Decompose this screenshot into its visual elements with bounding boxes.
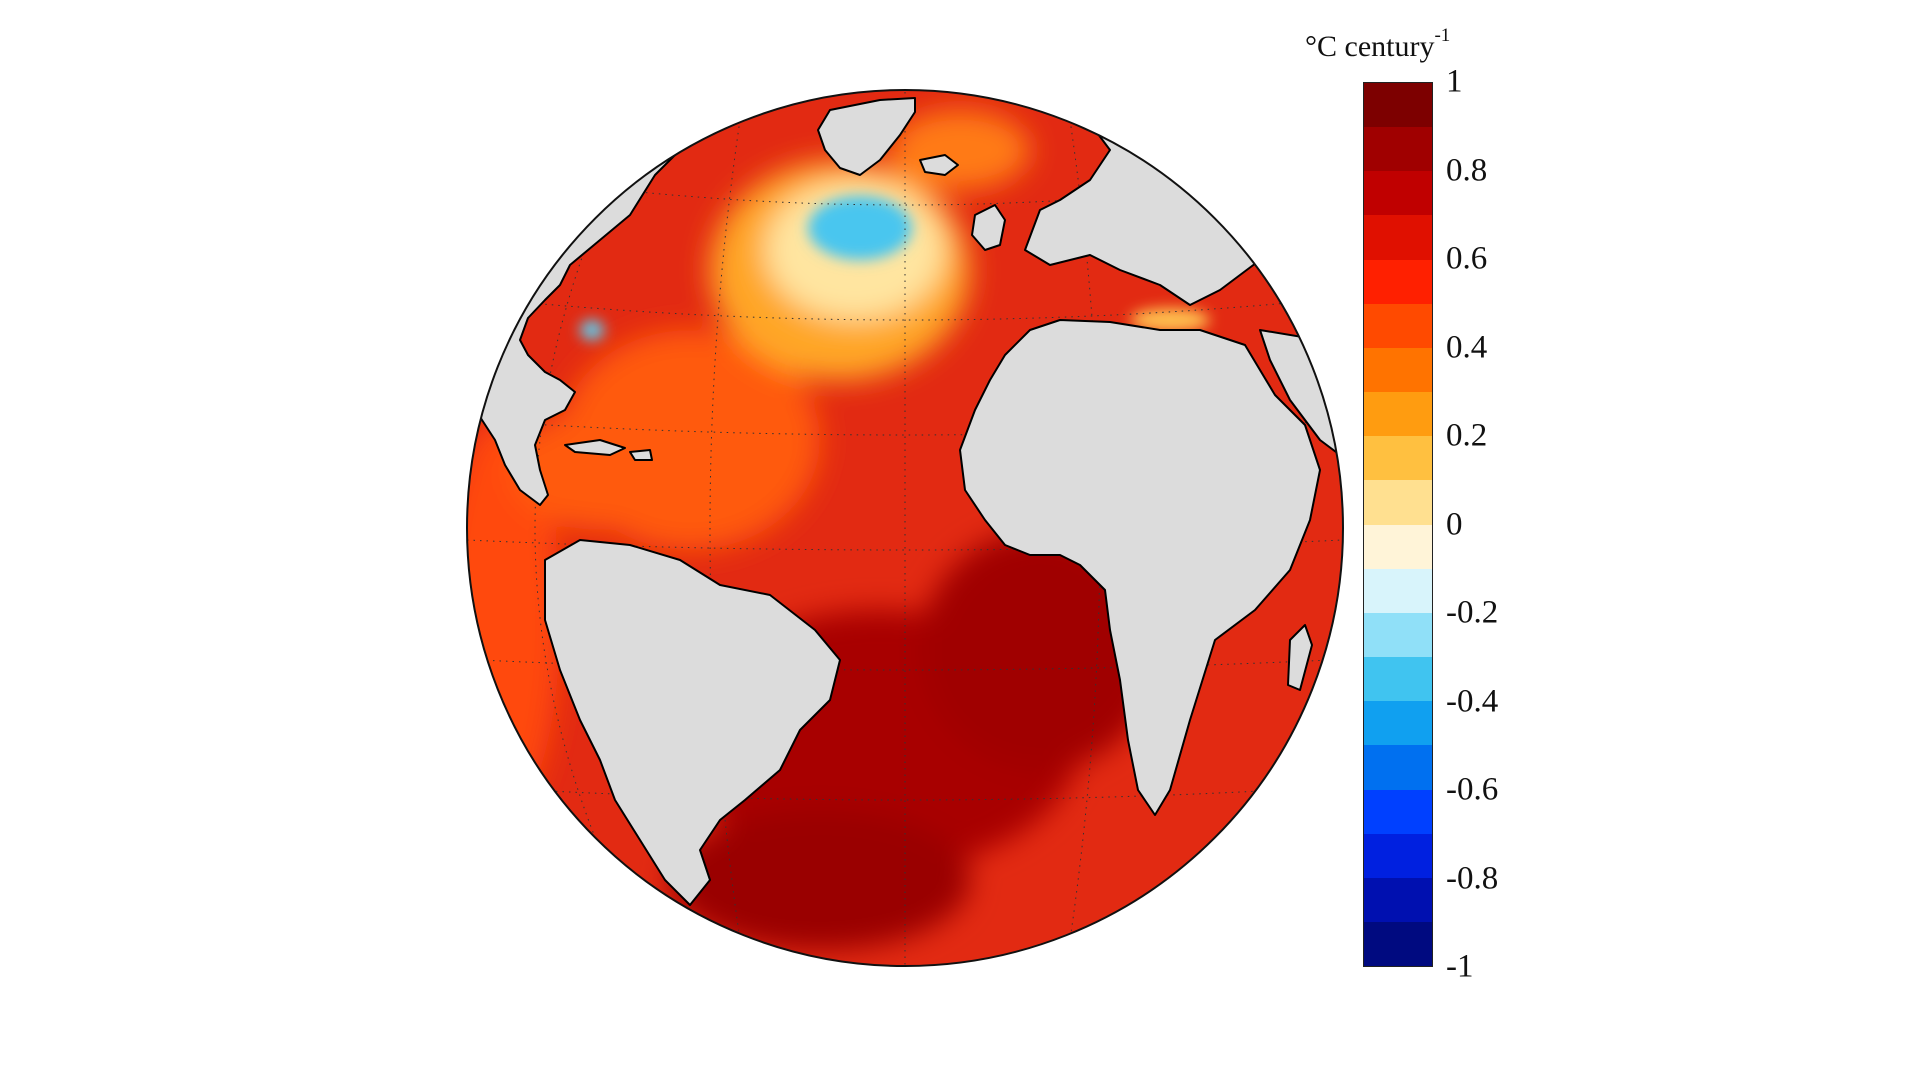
colorbar-step	[1364, 480, 1432, 525]
colorbar-step	[1364, 259, 1432, 304]
colorbar-step	[1364, 436, 1432, 481]
globe-outline	[466, 89, 1344, 967]
colorbar-step	[1364, 303, 1432, 348]
colorbar-tick-label: 0.6	[1446, 240, 1488, 277]
colorbar-step	[1364, 392, 1432, 437]
globe-content	[467, 90, 1343, 966]
colorbar-step	[1364, 524, 1432, 569]
south-america	[544, 539, 841, 906]
labrador-sea-cold-blob	[808, 196, 912, 260]
iceland	[919, 154, 959, 176]
colorbar-title: °C century-1	[1305, 26, 1450, 64]
colorbar-step	[1364, 701, 1432, 746]
hispaniola	[629, 449, 653, 461]
british-isles	[971, 204, 1006, 251]
colorbar-step	[1364, 127, 1432, 172]
colorbar-step	[1364, 745, 1432, 790]
colorbar-tick-label: 1	[1446, 63, 1463, 100]
greenland	[817, 97, 916, 176]
cold-anomalies	[580, 196, 1210, 340]
madagascar	[1287, 624, 1313, 691]
us-east-coast-cold-spot	[580, 320, 604, 340]
colorbar-step	[1364, 833, 1432, 878]
colorbar-tick-label: -0.2	[1446, 594, 1499, 631]
colorbar-title-text: °C century	[1305, 30, 1435, 63]
colorbar-tick-label: 0.8	[1446, 152, 1488, 188]
colorbar-tick-label: -0.4	[1446, 683, 1499, 719]
colorbar-step	[1364, 789, 1432, 834]
colorbar-gradient	[1364, 83, 1432, 966]
colorbar-tick-label: -1	[1446, 948, 1474, 985]
cuba	[564, 439, 626, 456]
nordic-seas-region	[890, 110, 1030, 190]
colorbar-title-superscript: -1	[1434, 25, 1451, 46]
colorbar-step	[1364, 215, 1432, 260]
colorbar-tick-label: 0.2	[1446, 417, 1488, 454]
colorbar-step	[1364, 83, 1432, 128]
caribbean-region	[510, 410, 690, 530]
colorbar-step	[1364, 171, 1432, 216]
mediterranean-region	[1130, 308, 1210, 332]
colorbar-step	[1364, 612, 1432, 658]
colorbar	[1363, 82, 1433, 967]
colorbar-tick-label: -0.6	[1446, 771, 1499, 808]
southeast-atlantic-warm-region	[920, 530, 1160, 770]
colorbar-tick-label: 0	[1446, 506, 1463, 542]
southern-ocean-warm-region	[670, 810, 970, 950]
colorbar-tick-label: -0.8	[1446, 860, 1499, 896]
colorbar-step	[1364, 347, 1432, 393]
colorbar-tick-label: 0.4	[1446, 329, 1488, 365]
africa	[959, 319, 1321, 816]
colorbar-step	[1364, 657, 1432, 702]
colorbar-step	[1364, 568, 1432, 613]
colorbar-step	[1364, 921, 1432, 966]
colorbar-step	[1364, 877, 1432, 922]
